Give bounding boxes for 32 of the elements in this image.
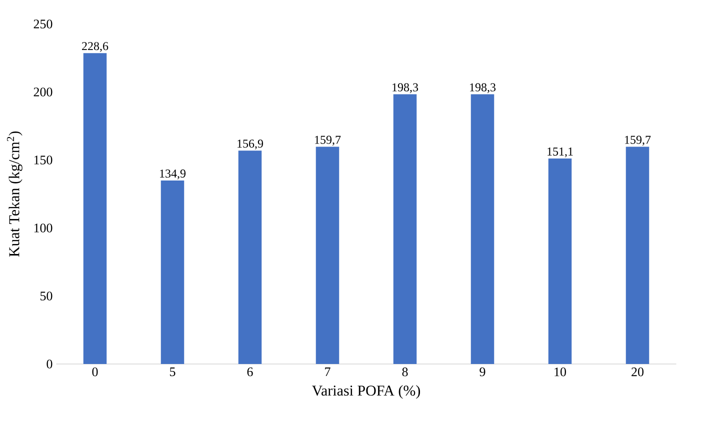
data-label: 151,1 bbox=[548, 148, 573, 158]
x-tick-label: 8 bbox=[402, 368, 408, 376]
data-label: 198,3 bbox=[392, 83, 418, 94]
x-tick-label: 0 bbox=[92, 368, 98, 376]
x-tick-label: 20 bbox=[632, 368, 644, 376]
bar bbox=[316, 146, 340, 364]
x-tick-label: 5 bbox=[170, 368, 176, 376]
y-tick-label: 0 bbox=[46, 360, 52, 368]
y-tick-label: 100 bbox=[34, 224, 52, 232]
bar bbox=[83, 53, 107, 364]
y-tick-label: 50 bbox=[40, 292, 52, 300]
y-tick-label: 150 bbox=[34, 156, 52, 164]
data-label: 159,7 bbox=[625, 136, 651, 146]
bar bbox=[548, 158, 572, 364]
bar bbox=[626, 146, 650, 364]
x-axis-title: Variasi POFA (%) bbox=[312, 385, 420, 399]
x-tick-label: 7 bbox=[325, 368, 330, 376]
data-label: 156,9 bbox=[238, 140, 264, 150]
y-tick-label: 200 bbox=[34, 88, 52, 96]
y-tick-label: 250 bbox=[34, 20, 52, 28]
bar bbox=[238, 150, 262, 364]
bar bbox=[160, 180, 184, 364]
x-tick-label: 9 bbox=[480, 368, 486, 376]
data-label: 228,6 bbox=[82, 42, 108, 52]
data-label: 198,3 bbox=[470, 83, 496, 94]
data-label: 134,9 bbox=[160, 170, 186, 180]
x-tick-label: 10 bbox=[554, 368, 566, 376]
data-label: 159,7 bbox=[315, 136, 341, 146]
y-axis-title: Kuat Tekan (kg/cm$^{2}$) bbox=[6, 131, 22, 257]
bar bbox=[470, 94, 494, 364]
bar bbox=[393, 94, 417, 364]
x-tick-label: 6 bbox=[247, 368, 253, 376]
